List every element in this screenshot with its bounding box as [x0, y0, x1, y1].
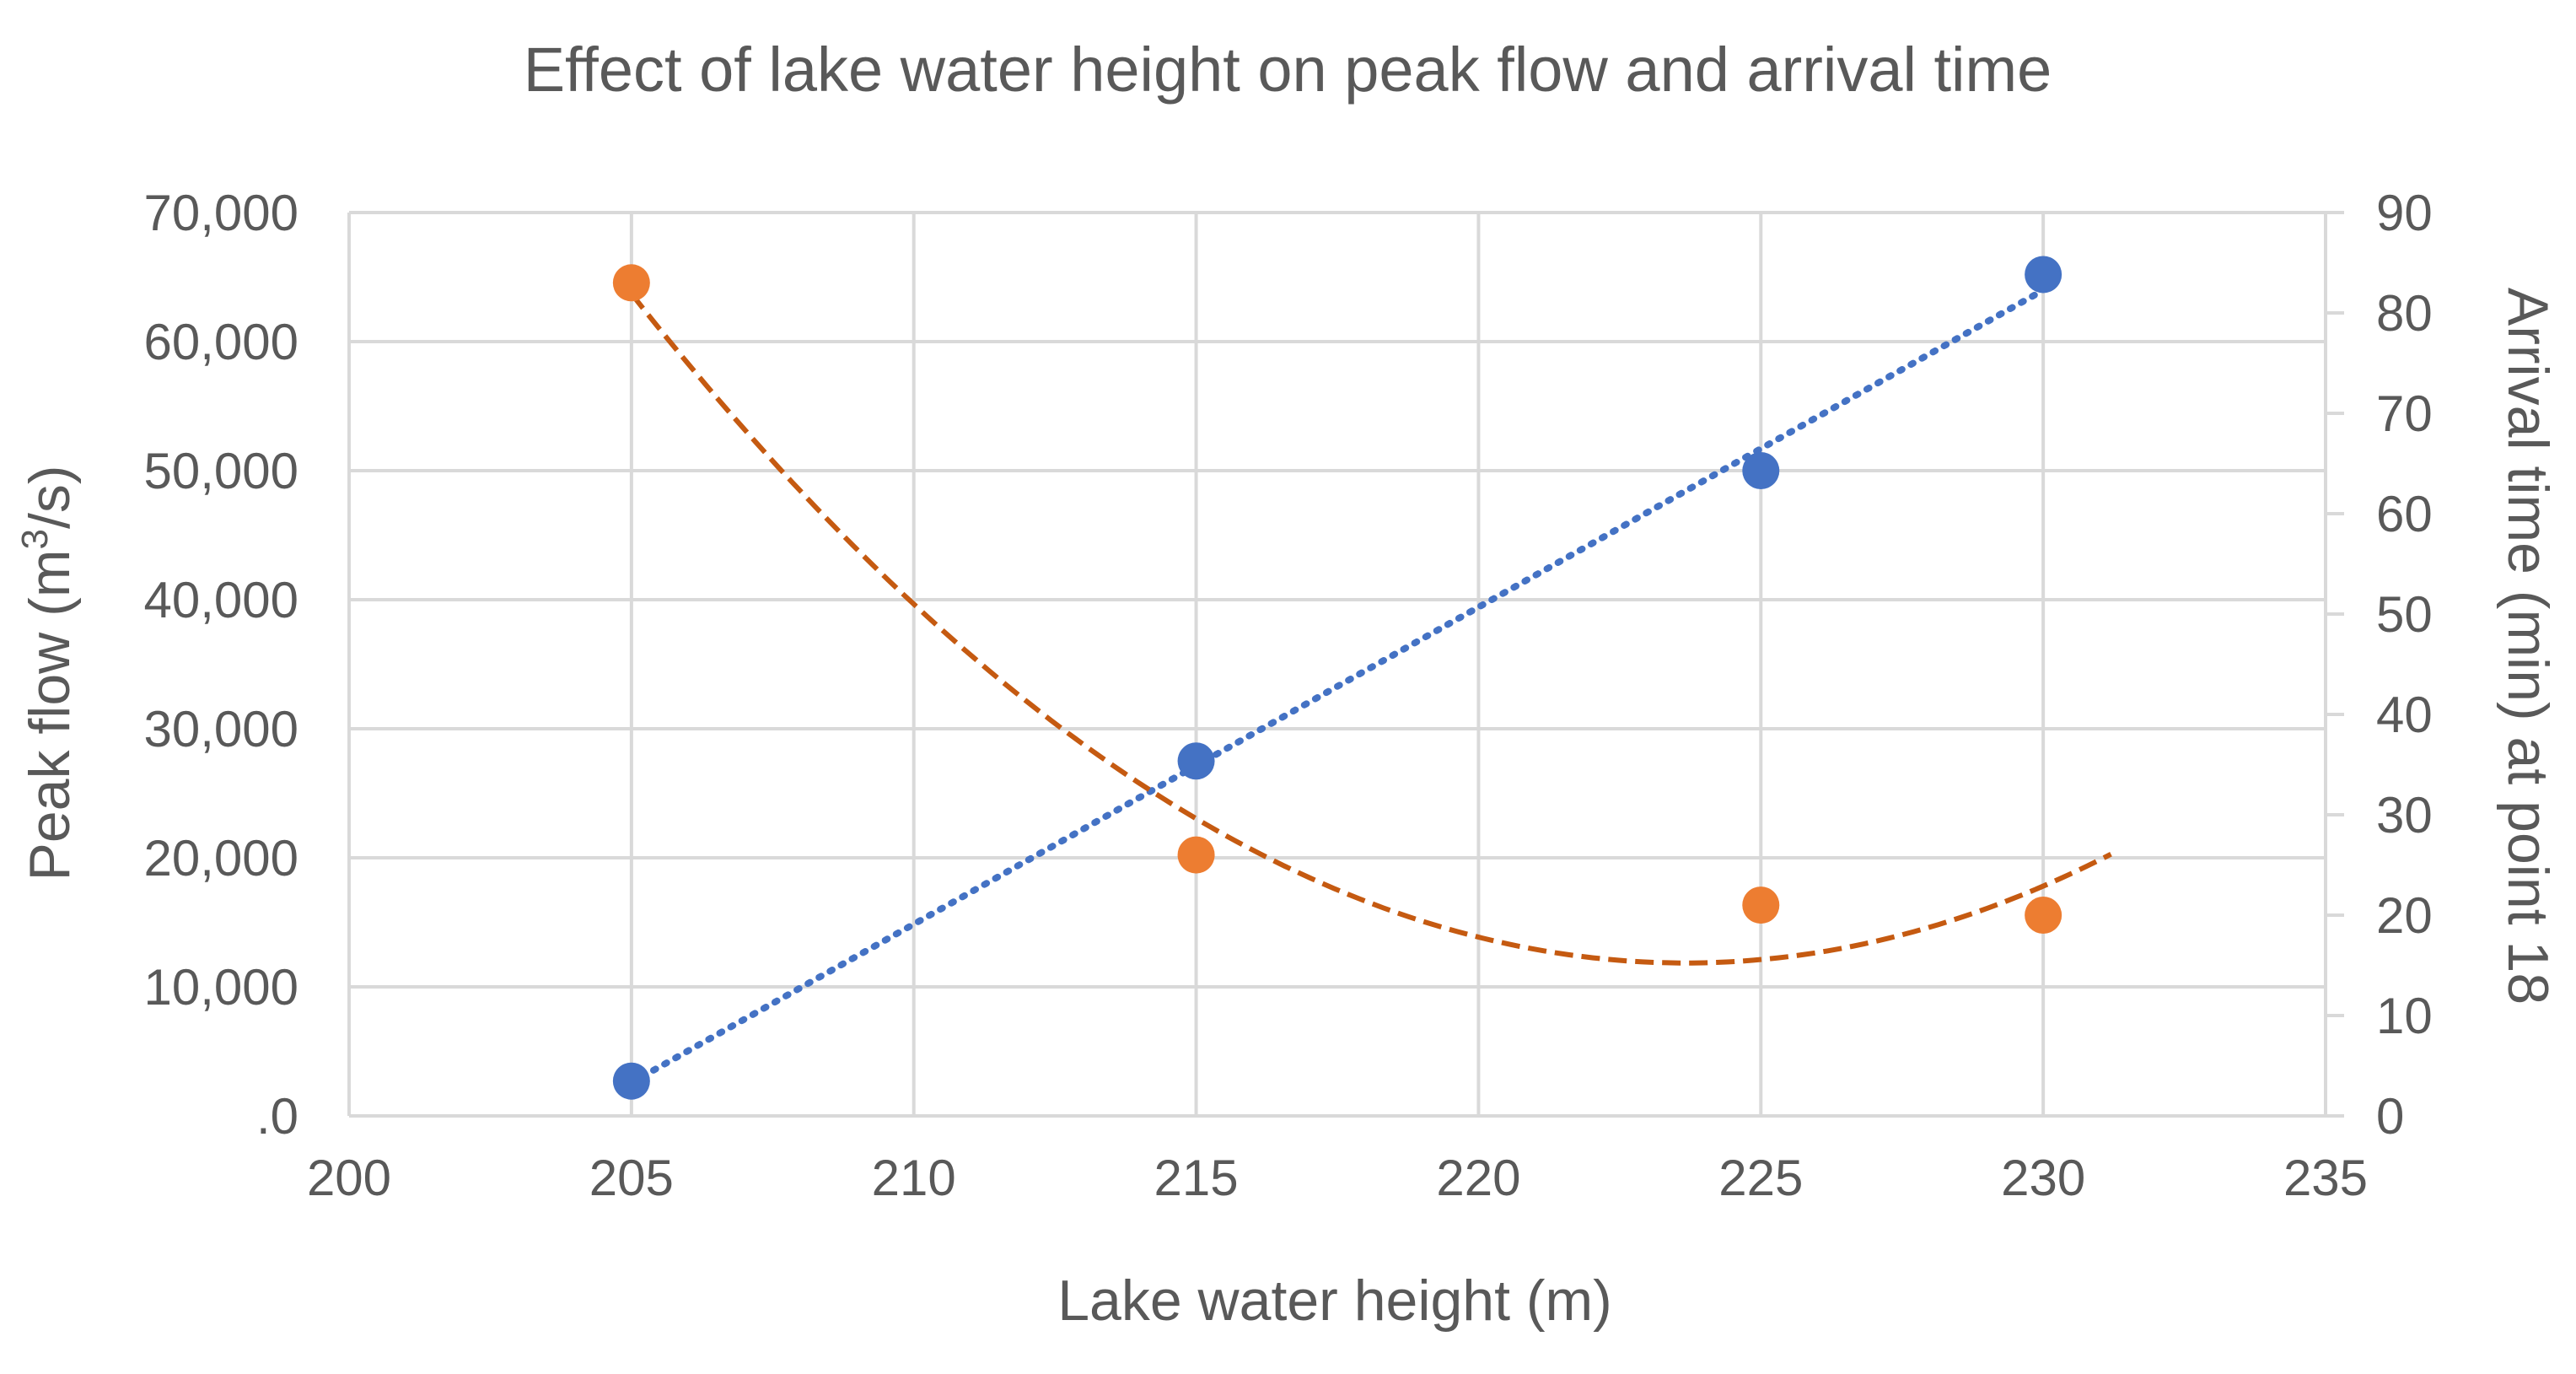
y-right-tick-label: 50	[2376, 586, 2433, 643]
x-tick-label: 200	[307, 1150, 391, 1206]
arrival-time-point	[1742, 886, 1780, 924]
arrival-time-point	[1177, 836, 1215, 874]
x-tick-label: 220	[1436, 1150, 1520, 1206]
grid-layer	[347, 211, 2327, 1118]
arrival-time-point	[2025, 897, 2062, 934]
y-left-tick-label: 60,000	[143, 314, 298, 370]
peak-flow-point	[1742, 452, 1780, 489]
y-left-tick-label: .0	[256, 1088, 298, 1145]
x-axis-title: Lake water height (m)	[1057, 1269, 1612, 1333]
y-axis-left-title-prefix: Peak flow (m	[18, 550, 82, 881]
y-left-tick-label: 20,000	[143, 830, 298, 886]
y-axis-right-title: Arrival time (min) at point 18	[2496, 288, 2560, 1005]
y-axis-left-title-suffix: /s)	[18, 465, 82, 529]
y-right-tick-label: 0	[2376, 1088, 2404, 1145]
x-tick-label: 235	[2283, 1150, 2368, 1206]
x-tick-label: 215	[1154, 1150, 1239, 1206]
y-right-tick-label: 70	[2376, 385, 2433, 442]
y-right-tick-label: 10	[2376, 988, 2433, 1044]
trendline-layer	[627, 287, 2112, 1086]
y-left-tick-label: 50,000	[143, 443, 298, 499]
y-left-tick-label: 10,000	[143, 959, 298, 1016]
y-left-tick-label: 40,000	[143, 572, 298, 628]
ticks-layer: 200 205 210 215 220 225 230 235.010,00020,00030…	[143, 185, 2432, 1206]
peak-flow-point	[612, 1062, 650, 1100]
y-axis-left-title-superscript: 3	[14, 529, 56, 549]
x-tick-label: 210	[872, 1150, 956, 1206]
points-layer	[612, 256, 2062, 1100]
y-right-tick-label: 90	[2376, 185, 2433, 241]
peak-flow-point	[2025, 256, 2062, 294]
y-right-tick-label: 30	[2376, 787, 2433, 843]
chart-title: Effect of lake water height on peak flow…	[524, 35, 2052, 105]
x-tick-label: 225	[1718, 1150, 1803, 1206]
x-tick-label: 230	[2001, 1150, 2085, 1206]
y-left-tick-label: 30,000	[143, 701, 298, 757]
peak-flow-trendline	[627, 287, 2047, 1086]
y-right-tick-label: 20	[2376, 887, 2433, 944]
x-tick-label: 205	[589, 1150, 674, 1206]
y-right-tick-label: 80	[2376, 285, 2433, 342]
arrival-time-trendline	[629, 292, 2112, 966]
arrival-time-point	[612, 264, 650, 302]
y-right-tick-label: 60	[2376, 486, 2433, 542]
y-right-tick-label: 40	[2376, 687, 2433, 743]
axes-layer	[349, 213, 2327, 1118]
peak-flow-point	[1177, 742, 1215, 780]
y-axis-left-title: Peak flow (m3/s)	[14, 465, 82, 881]
y-left-tick-label: 70,000	[143, 185, 298, 241]
